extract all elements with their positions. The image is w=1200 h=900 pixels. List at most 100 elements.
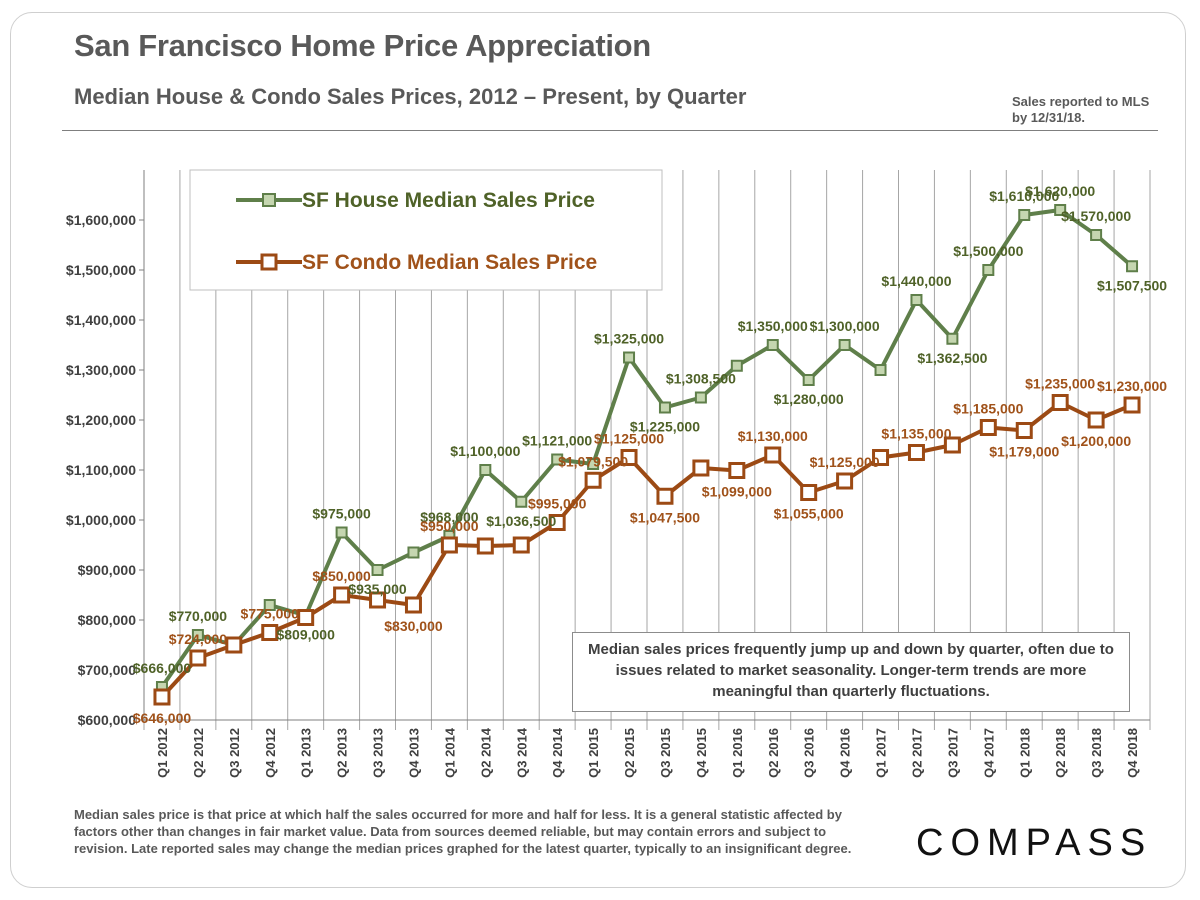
house-data-label: $1,121,000 xyxy=(522,433,592,449)
condo-point xyxy=(692,459,710,477)
house-data-label: $1,325,000 xyxy=(594,331,664,347)
condo-point xyxy=(656,487,674,505)
house-point xyxy=(1018,209,1031,221)
x-tick-label: Q1 2012 xyxy=(155,728,170,778)
x-tick-label: Q3 2013 xyxy=(371,728,386,778)
y-tick-label: $900,000 xyxy=(78,562,137,578)
x-tick-label: Q4 2013 xyxy=(406,728,421,778)
condo-data-label: $1,135,000 xyxy=(881,426,951,442)
x-tick-label: Q2 2015 xyxy=(622,728,637,778)
x-tick-label: Q3 2017 xyxy=(945,728,960,778)
condo-point xyxy=(907,444,925,461)
house-data-label: $1,362,500 xyxy=(917,350,987,366)
house-point xyxy=(658,401,671,414)
condo-data-label: $1,055,000 xyxy=(774,506,844,522)
condo-point xyxy=(1015,422,1033,439)
house-data-label: $1,300,000 xyxy=(810,318,880,334)
x-tick-label: Q1 2014 xyxy=(442,727,457,778)
x-tick-label: Q1 2017 xyxy=(874,728,889,778)
house-point xyxy=(694,391,707,404)
x-tick-label: Q1 2018 xyxy=(1017,728,1032,778)
y-tick-label: $700,000 xyxy=(78,662,137,678)
condo-point xyxy=(800,484,818,501)
footnote: Median sales price is that price at whic… xyxy=(74,807,852,856)
x-tick-label: Q3 2016 xyxy=(802,728,817,778)
y-tick-label: $1,300,000 xyxy=(66,362,136,378)
condo-data-label: $1,200,000 xyxy=(1061,433,1131,449)
series-markers xyxy=(153,204,1141,706)
condo-data-label: $1,235,000 xyxy=(1025,376,1095,392)
x-tick-label: Q1 2013 xyxy=(299,728,314,778)
house-data-label: $1,280,000 xyxy=(774,391,844,407)
x-tick-label: Q2 2013 xyxy=(335,728,350,778)
x-tick-label: Q2 2014 xyxy=(478,727,493,778)
x-tick-label: Q3 2012 xyxy=(227,728,242,778)
y-tick-label: $600,000 xyxy=(78,712,137,728)
compass-logo: COMPASS xyxy=(916,822,1153,864)
condo-point xyxy=(548,514,566,531)
condo-point xyxy=(943,436,961,454)
house-point xyxy=(1126,260,1139,273)
condo-point xyxy=(297,609,315,626)
x-tick-label: Q2 2016 xyxy=(766,728,781,778)
data-labels: $666,000 $770,000 $809,000 $975,000 $935,000… xyxy=(133,183,1168,726)
house-data-label: $1,036,500 xyxy=(486,513,556,529)
x-tick-label: Q1 2016 xyxy=(730,728,745,778)
house-point xyxy=(910,294,923,306)
house-data-label: $666,000 xyxy=(133,660,192,676)
house-data-label: $1,100,000 xyxy=(450,443,520,459)
condo-point xyxy=(764,446,782,464)
house-point xyxy=(802,374,815,386)
condo-point xyxy=(872,449,890,466)
x-tick-label: Q4 2012 xyxy=(263,728,278,778)
chart-title: San Francisco Home Price Appreciation xyxy=(74,28,651,63)
condo-point xyxy=(225,636,243,654)
house-point xyxy=(874,364,887,376)
house-data-label: $1,507,500 xyxy=(1097,277,1167,293)
condo-point xyxy=(728,462,746,479)
condo-point xyxy=(1051,394,1069,411)
house-point xyxy=(335,526,348,539)
condo-point xyxy=(404,596,422,614)
house-point xyxy=(766,339,779,351)
condo-data-label: $995,000 xyxy=(528,496,587,512)
condo-point xyxy=(369,591,387,609)
annotation-text: Median sales prices frequently jump up a… xyxy=(588,641,1114,700)
house-price-line xyxy=(160,208,1134,689)
x-tick-label: Q4 2015 xyxy=(694,728,709,778)
condo-point xyxy=(620,449,638,466)
house-data-label: $975,000 xyxy=(312,506,371,522)
legend-house-marker xyxy=(262,193,276,207)
condo-point xyxy=(189,649,207,667)
condo-data-label: $1,185,000 xyxy=(953,401,1023,417)
house-point xyxy=(479,464,492,476)
x-tick-label: Q4 2016 xyxy=(838,728,853,778)
house-data-label: $1,620,000 xyxy=(1025,183,1095,199)
x-tick-label: Q2 2017 xyxy=(909,728,924,778)
house-point xyxy=(1090,229,1103,241)
house-point xyxy=(263,599,276,611)
condo-point xyxy=(1123,396,1141,414)
y-tick-label: $1,200,000 xyxy=(66,412,136,428)
house-point xyxy=(982,264,995,276)
title-divider xyxy=(62,130,1158,131)
condo-point xyxy=(512,536,530,554)
house-data-label: $1,440,000 xyxy=(881,273,951,289)
house-data-label: $1,570,000 xyxy=(1061,208,1131,224)
house-point xyxy=(587,458,600,470)
legend: SF House Median Sales Price SF Condo Med… xyxy=(189,169,663,291)
condo-point xyxy=(836,472,854,490)
series-lines xyxy=(160,208,1134,699)
house-point xyxy=(407,546,420,559)
x-tick-label: Q4 2018 xyxy=(1125,728,1140,778)
y-tick-label: $1,500,000 xyxy=(66,262,136,278)
x-tick-label: Q4 2014 xyxy=(550,727,565,778)
y-tick-label: $1,100,000 xyxy=(66,462,136,478)
x-tick-label: Q1 2015 xyxy=(586,728,601,778)
x-tick-label: Q2 2012 xyxy=(191,728,206,778)
condo-point xyxy=(476,537,494,555)
y-tick-label: $800,000 xyxy=(78,612,137,628)
condo-data-label: $830,000 xyxy=(384,618,443,634)
house-point xyxy=(551,453,564,466)
x-tick-label: Q2 2018 xyxy=(1053,728,1068,778)
